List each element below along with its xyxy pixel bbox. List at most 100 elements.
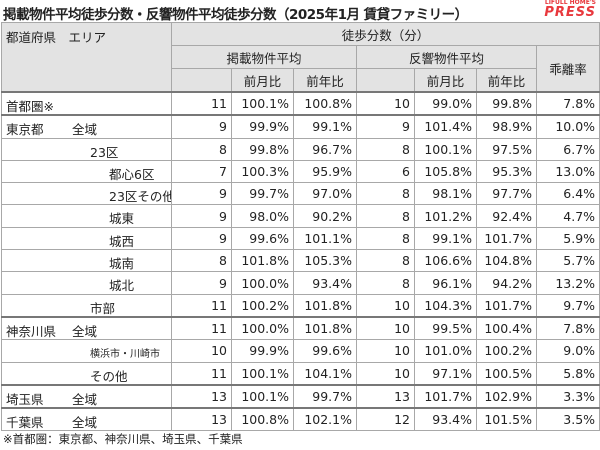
value-cell: 8 [356, 204, 415, 228]
value-cell: 105.3% [293, 249, 357, 273]
value-cell: 101.8% [293, 315, 357, 341]
value-cell: 13.0% [535, 159, 600, 184]
prefecture: 神奈川県 [6, 323, 57, 339]
region-cell: 23区 [1, 137, 172, 161]
value-cell: 95.3% [476, 159, 537, 184]
region-cell: 城東 [1, 204, 172, 228]
value-cell: 8 [171, 249, 232, 273]
header-cell: 前年比 [293, 68, 357, 93]
header-cell: 反響物件平均 [356, 45, 537, 69]
value-cell: 102.9% [476, 383, 537, 409]
prefecture: 東京都 [6, 122, 44, 138]
table-header: 都道府県 エリア 徒歩分数（分） 掲載物件平均 反響物件平均 乖離率 前月比 前… [1, 22, 600, 93]
value-cell: 100.1% [231, 90, 294, 116]
value-cell: 8 [356, 226, 415, 251]
value-cell: 97.7% [476, 182, 537, 206]
value-cell: 13 [356, 383, 415, 409]
value-cell: 101.1% [293, 226, 357, 251]
region-cell: 城西 [1, 226, 172, 251]
value-cell: 99.7% [293, 383, 357, 409]
area: 城西 [109, 233, 135, 249]
table-row: 23区 8 99.8% 96.7% 8 100.1% 97.5% 6.7% [1, 137, 600, 161]
value-cell: 98.0% [231, 204, 294, 228]
area: 市部 [90, 300, 116, 316]
area: 全域 [72, 323, 98, 339]
header-cell: 乖離率 [535, 45, 600, 93]
value-cell: 7 [171, 159, 232, 184]
value-cell: 5.9% [535, 226, 600, 251]
value-cell: 100.2% [231, 293, 294, 318]
value-cell: 13 [171, 407, 232, 432]
value-cell: 101.0% [414, 339, 477, 363]
value-cell: 12 [356, 407, 415, 432]
area: 城東 [109, 211, 135, 227]
value-cell: 5.7% [535, 249, 600, 273]
value-cell: 7.8% [535, 90, 600, 116]
value-cell: 101.7% [476, 293, 537, 318]
value-cell: 8 [171, 137, 232, 161]
table-row: 千葉県 全域 13 100.8% 102.1% 12 93.4% 101.5% 3.5% [1, 407, 600, 432]
value-cell: 9.0% [535, 339, 600, 363]
table-row: 城北 9 100.0% 93.4% 8 96.1% 94.2% 13.2% [1, 271, 600, 295]
value-cell: 97.1% [414, 361, 477, 386]
brand-top: LIFULL HOME'S [544, 0, 596, 6]
value-cell: 9 [171, 204, 232, 228]
table-row: 23区その他 9 99.7% 97.0% 8 98.1% 97.7% 6.4% [1, 182, 600, 206]
title: 掲載物件平均徒歩分数・反響物件平均徒歩分数（2025年1月 賃貸ファミリー） [3, 7, 468, 23]
value-cell: 104.3% [414, 293, 477, 318]
value-cell: 101.8% [231, 249, 294, 273]
brand-logo: LIFULL HOME'S PRESS [544, 0, 596, 19]
value-cell: 101.8% [293, 293, 357, 318]
area: 全域 [72, 391, 98, 407]
value-cell: 10 [356, 293, 415, 318]
value-cell: 96.7% [293, 137, 357, 161]
value-cell: 99.6% [231, 226, 294, 251]
value-cell: 100.1% [231, 361, 294, 386]
value-cell: 10 [356, 361, 415, 386]
value-cell: 93.4% [293, 271, 357, 295]
value-cell: 100.5% [476, 361, 537, 386]
value-cell: 96.1% [414, 271, 477, 295]
table-row: 都心6区 7 100.3% 95.9% 6 105.8% 95.3% 13.0% [1, 159, 600, 184]
value-cell: 10.0% [535, 114, 600, 139]
value-cell: 99.6% [293, 339, 357, 363]
table-row: その他 11 100.1% 104.1% 10 97.1% 100.5% 5.8% [1, 361, 600, 386]
table-row: 横浜市・川崎市 10 99.9% 99.6% 10 101.0% 100.2% 9.0% [1, 339, 600, 363]
value-cell: 11 [171, 361, 232, 386]
header-cell: 前月比 [231, 68, 294, 93]
value-cell: 92.4% [476, 204, 537, 228]
table-row: 神奈川県 全域 11 100.0% 101.8% 10 99.5% 100.4% 7.8% [1, 315, 600, 341]
value-cell: 94.2% [476, 271, 537, 295]
prefecture: 埼玉県 [6, 391, 44, 407]
value-cell: 101.7% [476, 226, 537, 251]
value-cell: 99.1% [414, 226, 477, 251]
value-cell: 99.9% [231, 339, 294, 363]
area: その他 [90, 368, 128, 384]
value-cell: 93.4% [414, 407, 477, 432]
region-cell: 都心6区 [1, 159, 172, 184]
value-cell: 9 [171, 114, 232, 139]
value-cell: 104.1% [293, 361, 357, 386]
value-cell: 100.8% [231, 407, 294, 432]
value-cell: 100.0% [231, 315, 294, 341]
region-cell: 神奈川県 全域 [1, 315, 172, 341]
value-cell: 99.0% [414, 90, 477, 116]
value-cell: 5.8% [535, 361, 600, 386]
table-row: 首都圏※ 11 100.1% 100.8% 10 99.0% 99.8% 7.8% [1, 90, 600, 116]
value-cell: 9 [171, 271, 232, 295]
value-cell: 11 [171, 90, 232, 116]
value-cell: 100.1% [414, 137, 477, 161]
value-cell: 101.7% [414, 383, 477, 409]
area: 23区 [90, 144, 119, 160]
table-row: 市部 11 100.2% 101.8% 10 104.3% 101.7% 9.7% [1, 293, 600, 318]
value-cell: 99.8% [476, 90, 537, 116]
region-cell: 埼玉県 全域 [1, 383, 172, 409]
value-cell: 95.9% [293, 159, 357, 184]
header-cell [356, 68, 415, 93]
value-cell: 97.5% [476, 137, 537, 161]
header-row: 掲載物件平均 反響物件平均 乖離率 [2, 45, 600, 93]
value-cell: 10 [356, 315, 415, 341]
region-cell: 横浜市・川崎市 [1, 339, 172, 363]
table-row: 城東 9 98.0% 90.2% 8 101.2% 92.4% 4.7% [1, 204, 600, 228]
value-cell: 6.4% [535, 182, 600, 206]
